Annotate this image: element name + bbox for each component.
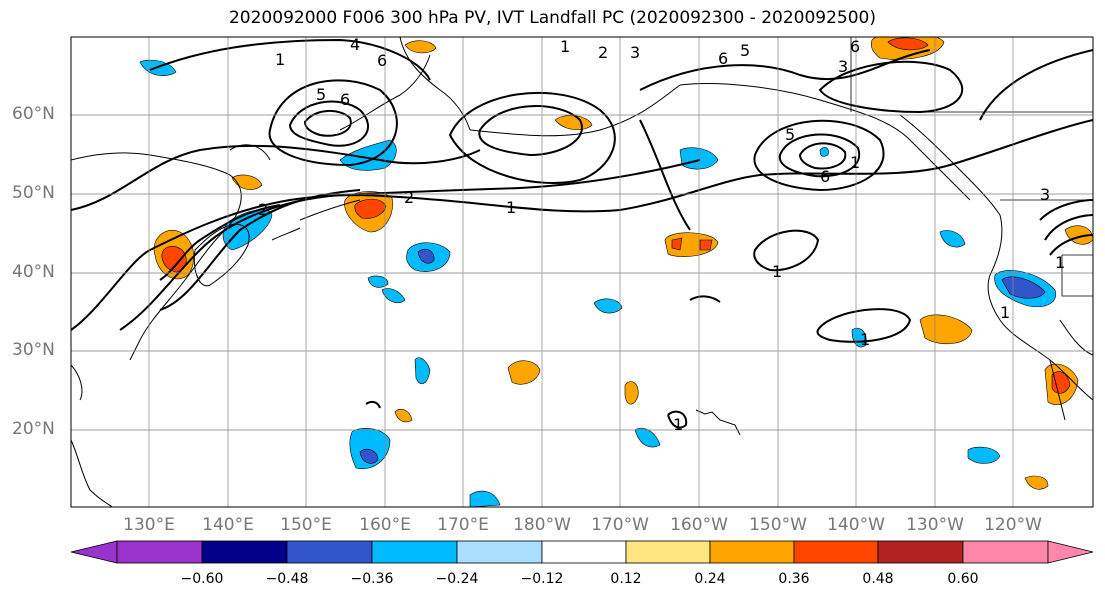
colorbar-segment bbox=[201, 540, 288, 564]
contour-label: 1 bbox=[1000, 303, 1010, 322]
lat-label: 60°N bbox=[12, 104, 55, 124]
contour-label: 6 bbox=[820, 167, 830, 186]
lon-label: 150°E bbox=[280, 515, 332, 535]
contour-label: 1 bbox=[506, 198, 516, 217]
colorbar-segment bbox=[793, 540, 879, 564]
contour-label: 6 bbox=[850, 37, 860, 56]
contour-label: 1 bbox=[860, 330, 870, 349]
lon-label: 170°E bbox=[437, 515, 489, 535]
contour-label: 3 bbox=[838, 57, 848, 76]
colorbar-segment bbox=[625, 540, 711, 564]
contour-labels: 1 2 3 4 5 6 1 2 1 3 6 5 6 2 1 1 1 6 3 1 … bbox=[258, 35, 1065, 434]
colorbar-tick-label: 0.36 bbox=[778, 571, 810, 587]
colorbar-tick-label: −0.24 bbox=[435, 571, 479, 587]
coastlines bbox=[71, 37, 1093, 507]
lon-label: 150°W bbox=[749, 515, 807, 535]
political-boundaries bbox=[850, 37, 1093, 297]
contour-label: 6 bbox=[340, 90, 350, 109]
colorbar-segment bbox=[286, 540, 373, 564]
lat-label: 50°N bbox=[12, 183, 55, 203]
contour-label: 5 bbox=[785, 125, 795, 144]
lon-label: 130°W bbox=[906, 515, 964, 535]
colorbar-tick-label: 0.60 bbox=[947, 571, 979, 587]
colorbar-segment bbox=[962, 540, 1049, 564]
colorbar-tick-label: −0.48 bbox=[265, 571, 309, 587]
lon-label: 120°W bbox=[984, 515, 1042, 535]
contour-label: 2 bbox=[258, 200, 268, 219]
colorbar-tick-label: −0.36 bbox=[350, 571, 394, 587]
ivt-contours bbox=[71, 38, 1093, 429]
contour-label: 1 bbox=[1055, 253, 1065, 272]
lat-label: 40°N bbox=[12, 262, 55, 282]
colorbar-tick-label: 0.12 bbox=[610, 571, 642, 587]
contour-label: 1 bbox=[772, 262, 782, 281]
contour-label: 1 bbox=[275, 50, 285, 69]
colorbar-tick-label: −0.60 bbox=[180, 571, 224, 587]
lon-label: 170°W bbox=[591, 515, 649, 535]
contour-label: 2 bbox=[598, 43, 608, 62]
colorbar-tick-label: −0.12 bbox=[520, 571, 564, 587]
colorbar-segment bbox=[709, 540, 795, 564]
contour-label: 5 bbox=[316, 85, 326, 104]
colorbar bbox=[70, 540, 1094, 564]
contour-label: 2 bbox=[404, 188, 414, 207]
contour-label: 3 bbox=[1040, 185, 1050, 204]
colorbar-segment bbox=[1047, 540, 1094, 564]
contour-label: 1 bbox=[850, 153, 860, 172]
lon-label: 180°W bbox=[513, 515, 571, 535]
lon-label: 160°E bbox=[359, 515, 411, 535]
contour-label: 3 bbox=[630, 43, 640, 62]
lat-label: 20°N bbox=[12, 419, 55, 439]
contour-label: 1 bbox=[673, 415, 683, 434]
contour-label: 5 bbox=[740, 41, 750, 60]
lat-label: 30°N bbox=[12, 340, 55, 360]
gridlines bbox=[71, 37, 1093, 507]
colorbar-tick-label: 0.24 bbox=[694, 571, 726, 587]
colorbar-segment bbox=[456, 540, 543, 564]
colorbar-segment bbox=[371, 540, 458, 564]
colorbar-segment bbox=[70, 540, 118, 564]
lon-label: 160°W bbox=[670, 515, 728, 535]
colorbar-tick-label: 0.48 bbox=[862, 571, 894, 587]
map-title: 2020092000 F006 300 hPa PV, IVT Landfall… bbox=[228, 8, 876, 28]
contour-label: 6 bbox=[377, 51, 387, 70]
contour-label: 4 bbox=[350, 35, 360, 54]
lon-label: 140°W bbox=[827, 515, 885, 535]
lon-label: 130°E bbox=[123, 515, 175, 535]
colorbar-segment bbox=[541, 540, 627, 564]
plot-frame bbox=[70, 36, 1094, 508]
contour-label: 1 bbox=[560, 37, 570, 56]
lon-label: 140°E bbox=[202, 515, 254, 535]
contour-label: 6 bbox=[718, 49, 728, 68]
colorbar-segment bbox=[877, 540, 964, 564]
colorbar-segment bbox=[116, 540, 203, 564]
